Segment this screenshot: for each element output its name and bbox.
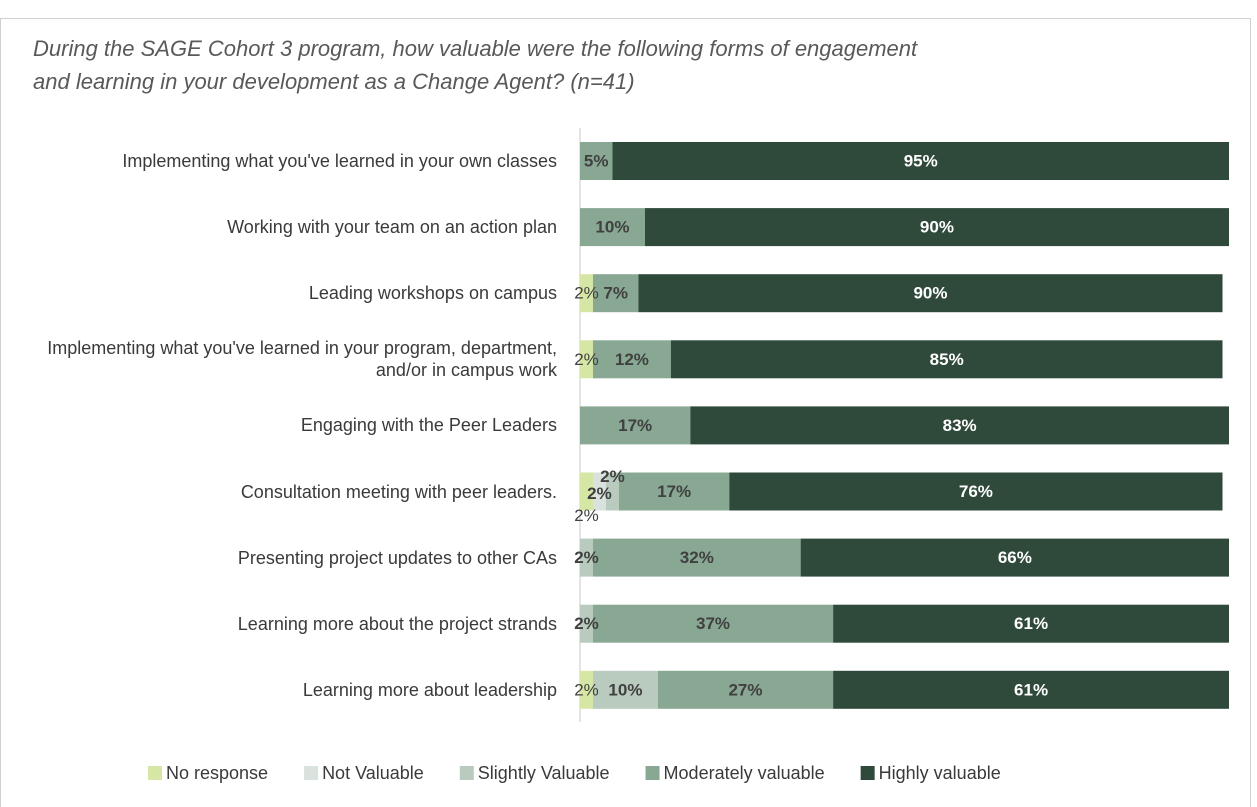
data-label: 2%: [574, 284, 599, 303]
category-label: Implementing what you've learned in your…: [122, 151, 557, 171]
data-label: 32%: [680, 548, 714, 567]
category-label: Implementing what you've learned in your…: [47, 338, 557, 381]
legend-swatch: [860, 766, 875, 780]
bar-segment: [592, 670, 658, 709]
bar-segment: [605, 472, 619, 511]
data-label: 90%: [920, 218, 954, 237]
bar-segment: [657, 670, 834, 709]
data-label: 61%: [1014, 680, 1048, 699]
legend-label: Moderately valuable: [664, 763, 825, 783]
data-label: 2%: [574, 680, 599, 699]
bar-segment: [800, 538, 1229, 577]
legend-label: Not Valuable: [322, 763, 424, 783]
data-label: 27%: [728, 680, 762, 699]
bar-segment: [580, 274, 593, 313]
bar-segment: [833, 670, 1229, 709]
data-label: 76%: [959, 482, 993, 501]
category-label: Working with your team on an action plan: [227, 217, 557, 238]
bar-segment: [729, 472, 1223, 511]
category-label: Presenting project updates to other CAs: [237, 547, 557, 568]
data-label: 2%: [574, 548, 599, 567]
bar-segment: [612, 142, 1229, 180]
category-label: Leading workshops on campus: [308, 283, 557, 304]
category-label: Learning more about leadership: [302, 679, 557, 700]
legend-swatch: [645, 766, 660, 780]
bar-segment: [644, 208, 1229, 247]
data-label: 37%: [696, 614, 730, 633]
bar-segment: [580, 538, 593, 577]
legend-swatch: [148, 766, 162, 780]
bar-segment: [580, 406, 691, 445]
data-label: 10%: [608, 680, 642, 699]
data-label: 61%: [1014, 614, 1048, 633]
data-label: 17%: [657, 482, 691, 501]
data-label: 95%: [904, 151, 938, 170]
data-label: 12%: [615, 350, 649, 369]
data-label: 17%: [618, 416, 652, 435]
bar-segment: [592, 274, 639, 313]
data-label: 66%: [998, 548, 1032, 567]
legend-label: No response: [166, 763, 268, 783]
data-label: 90%: [913, 284, 947, 303]
bar-segment: [592, 604, 834, 643]
data-label: 2%: [600, 467, 625, 486]
chart-frame: [0, 18, 1251, 807]
data-label: 2%: [587, 484, 612, 503]
legend-label: Highly valuable: [879, 763, 1001, 783]
data-label: 10%: [595, 218, 629, 237]
data-label: 7%: [603, 284, 628, 303]
bar-segment: [638, 274, 1223, 313]
bar-segment: [592, 538, 801, 577]
data-label: 2%: [574, 506, 599, 525]
bar-segment: [580, 142, 613, 180]
bar-segment: [580, 604, 593, 643]
bar-segment: [690, 406, 1229, 445]
data-label: 2%: [574, 614, 599, 633]
data-label: 2%: [574, 350, 599, 369]
data-label: 5%: [584, 151, 609, 170]
legend-swatch: [304, 766, 319, 780]
category-label: Engaging with the Peer Leaders: [300, 415, 557, 436]
bar-segment: [580, 472, 593, 511]
data-label: 83%: [943, 416, 977, 435]
bar-segment: [670, 340, 1223, 379]
chart-title: During the SAGE Cohort 3 program, how va…: [33, 36, 918, 94]
bar-segment: [833, 604, 1229, 643]
category-label: Learning more about the project strands: [237, 613, 557, 634]
bar-segment: [580, 670, 593, 709]
data-label: 85%: [930, 350, 964, 369]
legend-swatch: [459, 766, 474, 780]
category-label: Consultation meeting with peer leaders.: [240, 481, 557, 502]
bar-segment: [580, 340, 593, 379]
bar-segment: [618, 472, 730, 511]
bar-segment: [592, 472, 606, 511]
bar-segment: [592, 340, 671, 379]
legend-label: Slightly Valuable: [478, 763, 610, 783]
bar-segment: [580, 208, 645, 247]
